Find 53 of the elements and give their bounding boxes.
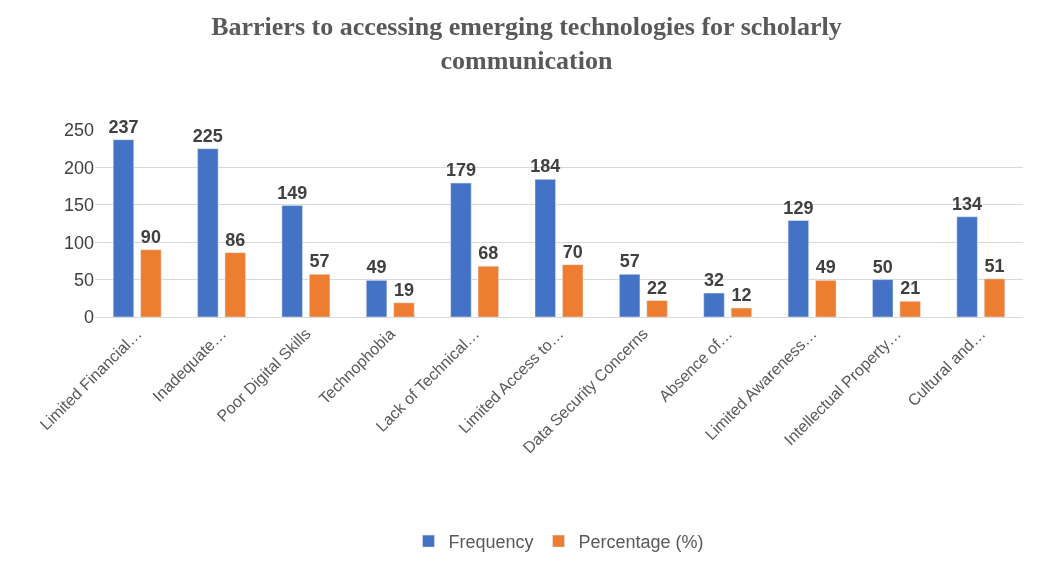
- data-label: 49: [815, 257, 836, 278]
- bar: [366, 280, 388, 317]
- bar: [787, 220, 809, 317]
- bar: [703, 292, 725, 317]
- data-label: 57: [619, 251, 640, 272]
- data-label: 134: [952, 193, 983, 214]
- bar: [562, 264, 584, 317]
- data-label: 237: [108, 116, 139, 137]
- y-tick-label: 100: [63, 232, 94, 253]
- y-tick-label: 250: [63, 120, 94, 141]
- data-label: 49: [366, 257, 387, 278]
- bar: [899, 301, 921, 317]
- legend-label: Frequency: [448, 532, 534, 553]
- bar: [112, 139, 134, 317]
- bar: [224, 252, 246, 317]
- data-label: 225: [192, 125, 223, 146]
- data-label: 70: [562, 241, 583, 262]
- y-tick-label: 150: [63, 195, 94, 216]
- data-label: 51: [984, 255, 1005, 276]
- bar: [619, 274, 641, 317]
- data-label: 68: [478, 243, 499, 264]
- bar: [281, 205, 303, 317]
- data-label: 149: [277, 182, 308, 203]
- data-label: 19: [393, 279, 414, 300]
- bar: [534, 179, 556, 317]
- data-label: 12: [731, 285, 752, 306]
- bar: [393, 302, 415, 317]
- bar: [984, 278, 1006, 317]
- bar: [477, 265, 499, 317]
- bar: [646, 300, 668, 317]
- data-label: 179: [445, 160, 476, 181]
- data-label: 22: [647, 277, 668, 298]
- data-label: 90: [140, 226, 161, 247]
- data-label: 32: [704, 270, 725, 291]
- bar: [815, 280, 837, 317]
- chart-title: Barriers to accessing emerging technologies for scholarly communication: [211, 11, 842, 75]
- bar: [872, 279, 894, 317]
- data-label: 50: [872, 256, 893, 277]
- bar: [956, 216, 978, 317]
- data-label: 57: [309, 251, 330, 272]
- bar: [450, 182, 472, 317]
- bar: [140, 249, 162, 317]
- y-tick-label: 200: [63, 157, 94, 178]
- data-label: 129: [783, 197, 814, 218]
- legend-label: Percentage (%): [578, 532, 704, 553]
- data-label: 21: [900, 278, 921, 299]
- y-tick-label: 0: [83, 307, 94, 328]
- bar: [309, 274, 331, 317]
- bar: [730, 307, 752, 317]
- data-label: 86: [225, 229, 246, 250]
- data-label: 184: [530, 156, 561, 177]
- y-tick-label: 50: [73, 269, 94, 290]
- bar: [197, 148, 219, 317]
